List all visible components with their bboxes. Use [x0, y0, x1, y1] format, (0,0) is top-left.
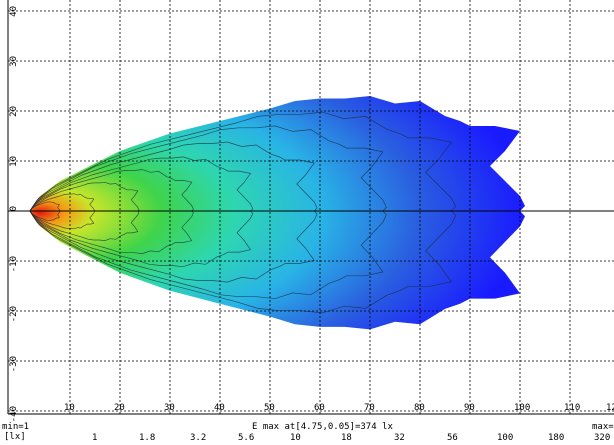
min-label: min=1 [2, 422, 30, 432]
color-scale-value: 5.6 [238, 433, 255, 443]
x-tick-label: 50 [264, 403, 275, 413]
color-scale-value: 32 [394, 433, 405, 443]
y-tick-label: 40 [9, 6, 19, 17]
y-tick-label: 0 [9, 206, 19, 212]
color-scale-value: 3.2 [190, 433, 207, 443]
x-tick-label: 12 [606, 403, 614, 413]
axes [7, 0, 614, 415]
x-tick-label: 20 [114, 403, 125, 413]
x-tick-label: 100 [514, 403, 531, 413]
x-tick-label: 10 [64, 403, 75, 413]
y-tick-label: -20 [9, 306, 19, 323]
color-scale-value: 56 [447, 433, 458, 443]
x-tick-label: 70 [364, 403, 375, 413]
grid-lines [8, 0, 614, 414]
x-tick-label: 80 [414, 403, 425, 413]
illuminance-envelope [30, 96, 525, 330]
color-scale-value: 10 [290, 433, 301, 443]
heatmap-region [29, 96, 525, 330]
y-tick-label: -30 [9, 356, 19, 373]
color-scale-value: 18 [341, 433, 352, 443]
y-tick-label: -10 [9, 256, 19, 273]
x-tick-label: 40 [214, 403, 225, 413]
color-scale-value: 100 [497, 433, 514, 443]
color-scale-value: 1 [92, 433, 98, 443]
y-tick-label: 10 [9, 156, 19, 167]
y-tick-label: 20 [9, 106, 19, 117]
color-scale-value: 320 [594, 433, 611, 443]
x-tick-label: 110 [564, 403, 581, 413]
x-tick-label: 30 [164, 403, 175, 413]
x-tick-label: 60 [314, 403, 325, 413]
color-scale-value: 1.8 [139, 433, 156, 443]
peak-caption: E max at[4.75,0.05]=374 lx [252, 422, 393, 432]
x-tick-label: 90 [464, 403, 475, 413]
max-label: max=3 [592, 422, 614, 432]
y-tick-label: -40 [9, 406, 19, 423]
color-scale-value: 180 [548, 433, 565, 443]
unit-label: [lx] [4, 432, 26, 442]
y-tick-label: 30 [9, 56, 19, 67]
